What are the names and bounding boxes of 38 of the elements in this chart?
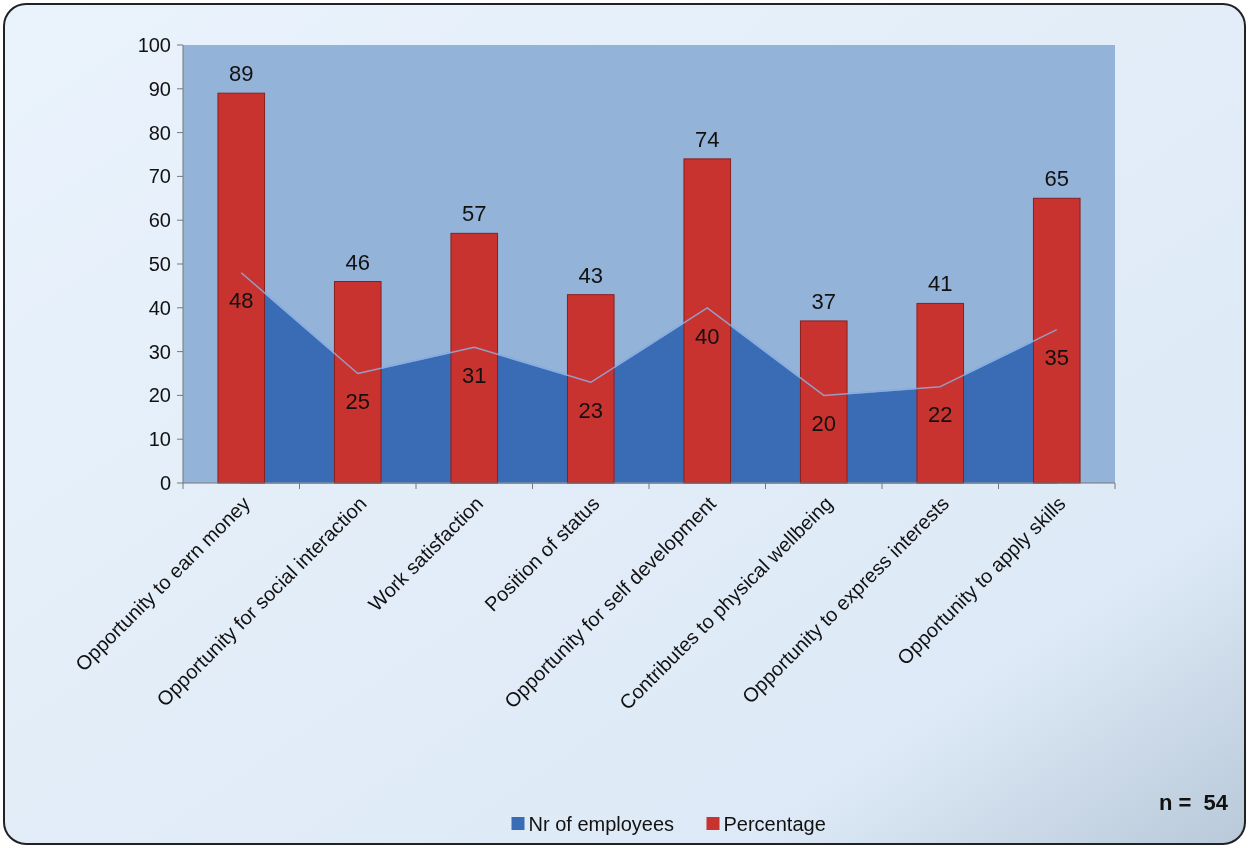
data-label: 40 bbox=[695, 323, 720, 349]
y-tick-label: 0 bbox=[159, 472, 171, 494]
bar bbox=[916, 302, 965, 484]
data-label: 35 bbox=[1044, 345, 1069, 371]
data-label: 41 bbox=[928, 271, 953, 297]
y-tick-label: 40 bbox=[148, 296, 171, 319]
y-tick-label: 100 bbox=[137, 34, 171, 56]
bar bbox=[799, 320, 848, 484]
y-tick-label: 60 bbox=[148, 209, 171, 232]
data-label: 74 bbox=[695, 126, 720, 152]
data-label: 57 bbox=[462, 201, 487, 227]
data-label: 23 bbox=[578, 397, 603, 423]
bar bbox=[217, 92, 266, 484]
y-tick-label: 80 bbox=[148, 121, 171, 144]
text: n = 54 bbox=[1158, 790, 1229, 815]
data-label: 22 bbox=[928, 402, 953, 428]
legend-label: Nr of employees bbox=[528, 813, 675, 835]
bar bbox=[1032, 197, 1081, 484]
data-label: 25 bbox=[345, 389, 370, 415]
data-label: 31 bbox=[462, 362, 487, 388]
y-tick-label: 50 bbox=[148, 253, 171, 275]
data-label: 65 bbox=[1044, 166, 1069, 192]
data-label: 48 bbox=[229, 288, 254, 314]
data-label: 37 bbox=[811, 288, 836, 314]
data-label: 20 bbox=[811, 411, 836, 437]
y-tick-label: 30 bbox=[148, 340, 171, 363]
bar bbox=[683, 158, 732, 484]
y-tick-label: 70 bbox=[148, 165, 171, 188]
y-tick-label: 20 bbox=[148, 384, 171, 407]
data-label: 46 bbox=[345, 249, 370, 275]
bar bbox=[566, 294, 615, 484]
data-label: 43 bbox=[578, 262, 603, 288]
bar bbox=[333, 281, 382, 484]
y-tick-label: 90 bbox=[148, 77, 171, 100]
data-label: 89 bbox=[229, 61, 254, 87]
bar bbox=[450, 232, 499, 484]
y-tick-label: 10 bbox=[148, 428, 171, 451]
legend-label: Percentage bbox=[723, 813, 826, 835]
